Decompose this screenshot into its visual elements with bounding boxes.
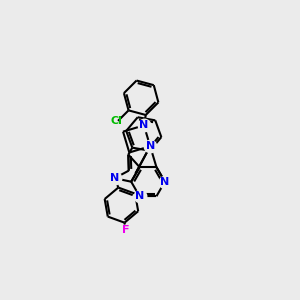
Text: N: N: [139, 120, 148, 130]
Text: F: F: [122, 226, 130, 236]
Text: N: N: [135, 191, 144, 201]
Text: N: N: [110, 173, 119, 183]
Text: N: N: [160, 177, 170, 187]
Text: Cl: Cl: [110, 116, 122, 126]
Text: N: N: [146, 141, 155, 151]
